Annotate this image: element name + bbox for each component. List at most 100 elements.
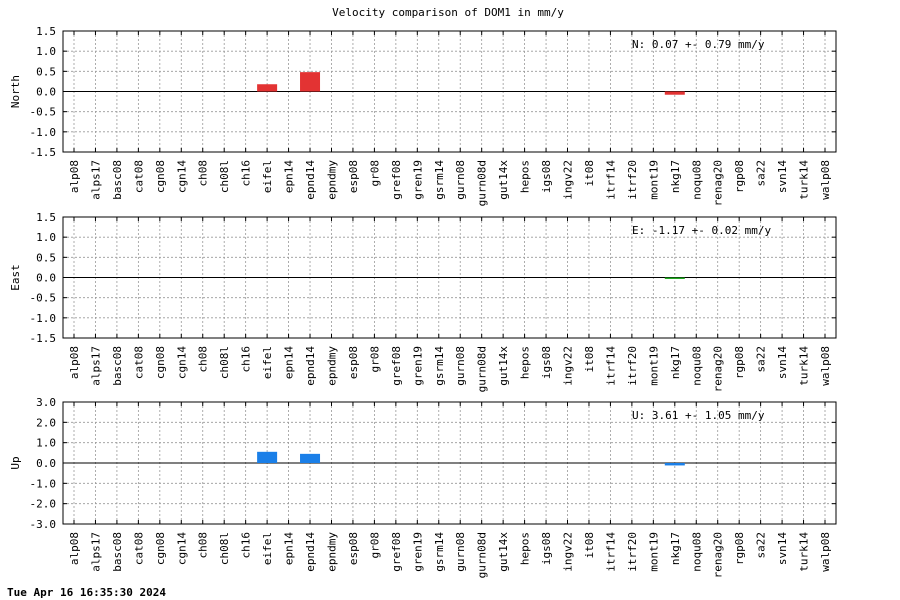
- x-tick-label: gurn08d: [476, 160, 489, 206]
- x-tick-label: gren19: [411, 532, 424, 572]
- x-tick-label: ch16: [240, 346, 253, 373]
- x-tick-label: renag20: [712, 532, 725, 578]
- x-tick-label: svn14: [776, 532, 789, 565]
- bar-up-eifel: [257, 451, 278, 463]
- y-tick-label: -1.0: [30, 126, 57, 139]
- x-tick-label: itrf14: [604, 532, 617, 572]
- x-tick-label: itrf14: [604, 346, 617, 386]
- x-tick-label: alp08: [68, 346, 81, 379]
- bar-up-epnd14: [300, 453, 321, 463]
- y-tick-label: -1.0: [30, 477, 57, 490]
- chart-title: Velocity comparison of DOM1 in mm/y: [332, 6, 564, 19]
- x-tick-label: esp08: [347, 160, 360, 193]
- x-tick-label: ingv22: [562, 160, 575, 200]
- y-tick-label: -1.5: [30, 332, 57, 345]
- x-tick-label: ch08: [197, 346, 210, 373]
- x-tick-label: renag20: [712, 346, 725, 392]
- bar-north-epnd14: [300, 72, 321, 92]
- y-tick-label: -2.0: [30, 498, 57, 511]
- y-tick-label: -0.5: [30, 106, 57, 119]
- x-tick-label: epndmy: [325, 532, 338, 572]
- x-tick-label: gsrm14: [433, 532, 446, 572]
- x-tick-label: eifel: [261, 160, 274, 193]
- x-tick-label: igs08: [540, 346, 553, 379]
- y-tick-label: 1.5: [36, 25, 56, 38]
- x-tick-label: ch08l: [218, 532, 231, 565]
- x-tick-label: rgp08: [733, 346, 746, 379]
- x-tick-label: epn14: [283, 346, 296, 379]
- x-tick-label: svn14: [776, 346, 789, 379]
- y-tick-label: -1.5: [30, 146, 57, 159]
- velocity-annotation: N: 0.07 +- 0.79 mm/y: [632, 38, 765, 51]
- x-tick-label: epn14: [283, 160, 296, 193]
- x-tick-label: cgn14: [175, 160, 188, 193]
- y-tick-label: -0.5: [30, 292, 57, 305]
- x-tick-label: gurn08: [454, 532, 467, 572]
- x-tick-label: itrf14: [604, 160, 617, 200]
- y-tick-label: 0.0: [36, 86, 56, 99]
- x-tick-label: ch08l: [218, 346, 231, 379]
- x-tick-label: rgp08: [733, 160, 746, 193]
- x-tick-label: noqu08: [690, 532, 703, 572]
- x-tick-label: esp08: [347, 346, 360, 379]
- x-tick-label: cgn14: [175, 346, 188, 379]
- x-tick-label: noqu08: [690, 346, 703, 386]
- y-tick-label: 1.0: [36, 437, 56, 450]
- y-tick-label: 0.0: [36, 457, 56, 470]
- x-tick-label: gren19: [411, 160, 424, 200]
- x-tick-label: cat08: [132, 532, 145, 565]
- x-tick-label: gref08: [390, 160, 403, 200]
- x-tick-label: nkg17: [669, 532, 682, 565]
- x-tick-label: eifel: [261, 532, 274, 565]
- x-tick-label: turk14: [798, 346, 811, 386]
- x-tick-label: walp08: [819, 346, 832, 386]
- x-tick-label: gut14x: [497, 346, 510, 386]
- x-tick-label: rgp08: [733, 532, 746, 565]
- x-tick-label: gut14x: [497, 532, 510, 572]
- x-tick-label: gurn08: [454, 160, 467, 200]
- x-tick-label: alp08: [68, 532, 81, 565]
- x-tick-label: itrf20: [626, 160, 639, 200]
- bar-east-nkg17: [664, 277, 685, 279]
- x-tick-label: it08: [583, 160, 596, 187]
- x-tick-label: hepos: [519, 160, 532, 193]
- x-tick-label: igs08: [540, 532, 553, 565]
- x-tick-label: mont19: [647, 160, 660, 200]
- y-tick-label: -3.0: [30, 518, 57, 531]
- x-tick-label: basc08: [111, 532, 124, 572]
- x-tick-label: itrf20: [626, 346, 639, 386]
- x-tick-label: gsrm14: [433, 160, 446, 200]
- x-tick-label: epnd14: [304, 160, 317, 200]
- x-tick-label: ch08: [197, 160, 210, 187]
- x-tick-label: sa22: [755, 346, 768, 373]
- x-tick-label: epndmy: [325, 346, 338, 386]
- y-axis-label: Up: [9, 456, 22, 469]
- x-tick-label: gurn08: [454, 346, 467, 386]
- velocity-annotation: E: -1.17 +- 0.02 mm/y: [632, 224, 771, 237]
- plot-frame: [62, 216, 837, 339]
- x-tick-label: nkg17: [669, 346, 682, 379]
- y-tick-label: -1.0: [30, 312, 57, 325]
- x-tick-label: alp08: [68, 160, 81, 193]
- x-tick-label: alps17: [89, 346, 102, 386]
- x-tick-label: cat08: [132, 160, 145, 193]
- y-tick-label: 0.0: [36, 272, 56, 285]
- x-tick-label: it08: [583, 346, 596, 373]
- x-tick-label: ingv22: [562, 346, 575, 386]
- x-tick-label: ingv22: [562, 532, 575, 572]
- x-tick-label: noqu08: [690, 160, 703, 200]
- x-tick-label: ch16: [240, 532, 253, 559]
- x-tick-label: gref08: [390, 346, 403, 386]
- x-tick-label: cat08: [132, 346, 145, 379]
- x-tick-label: ch16: [240, 160, 253, 187]
- x-tick-label: cgn08: [154, 160, 167, 193]
- x-tick-label: gsrm14: [433, 346, 446, 386]
- x-tick-label: epnd14: [304, 346, 317, 386]
- x-tick-label: ch08l: [218, 160, 231, 193]
- x-tick-label: sa22: [755, 532, 768, 559]
- x-tick-label: sa22: [755, 160, 768, 187]
- plot-frame: [62, 401, 837, 525]
- x-tick-label: cgn08: [154, 532, 167, 565]
- timestamp: Tue Apr 16 16:35:30 2024: [7, 586, 166, 599]
- x-tick-label: gr08: [368, 160, 381, 187]
